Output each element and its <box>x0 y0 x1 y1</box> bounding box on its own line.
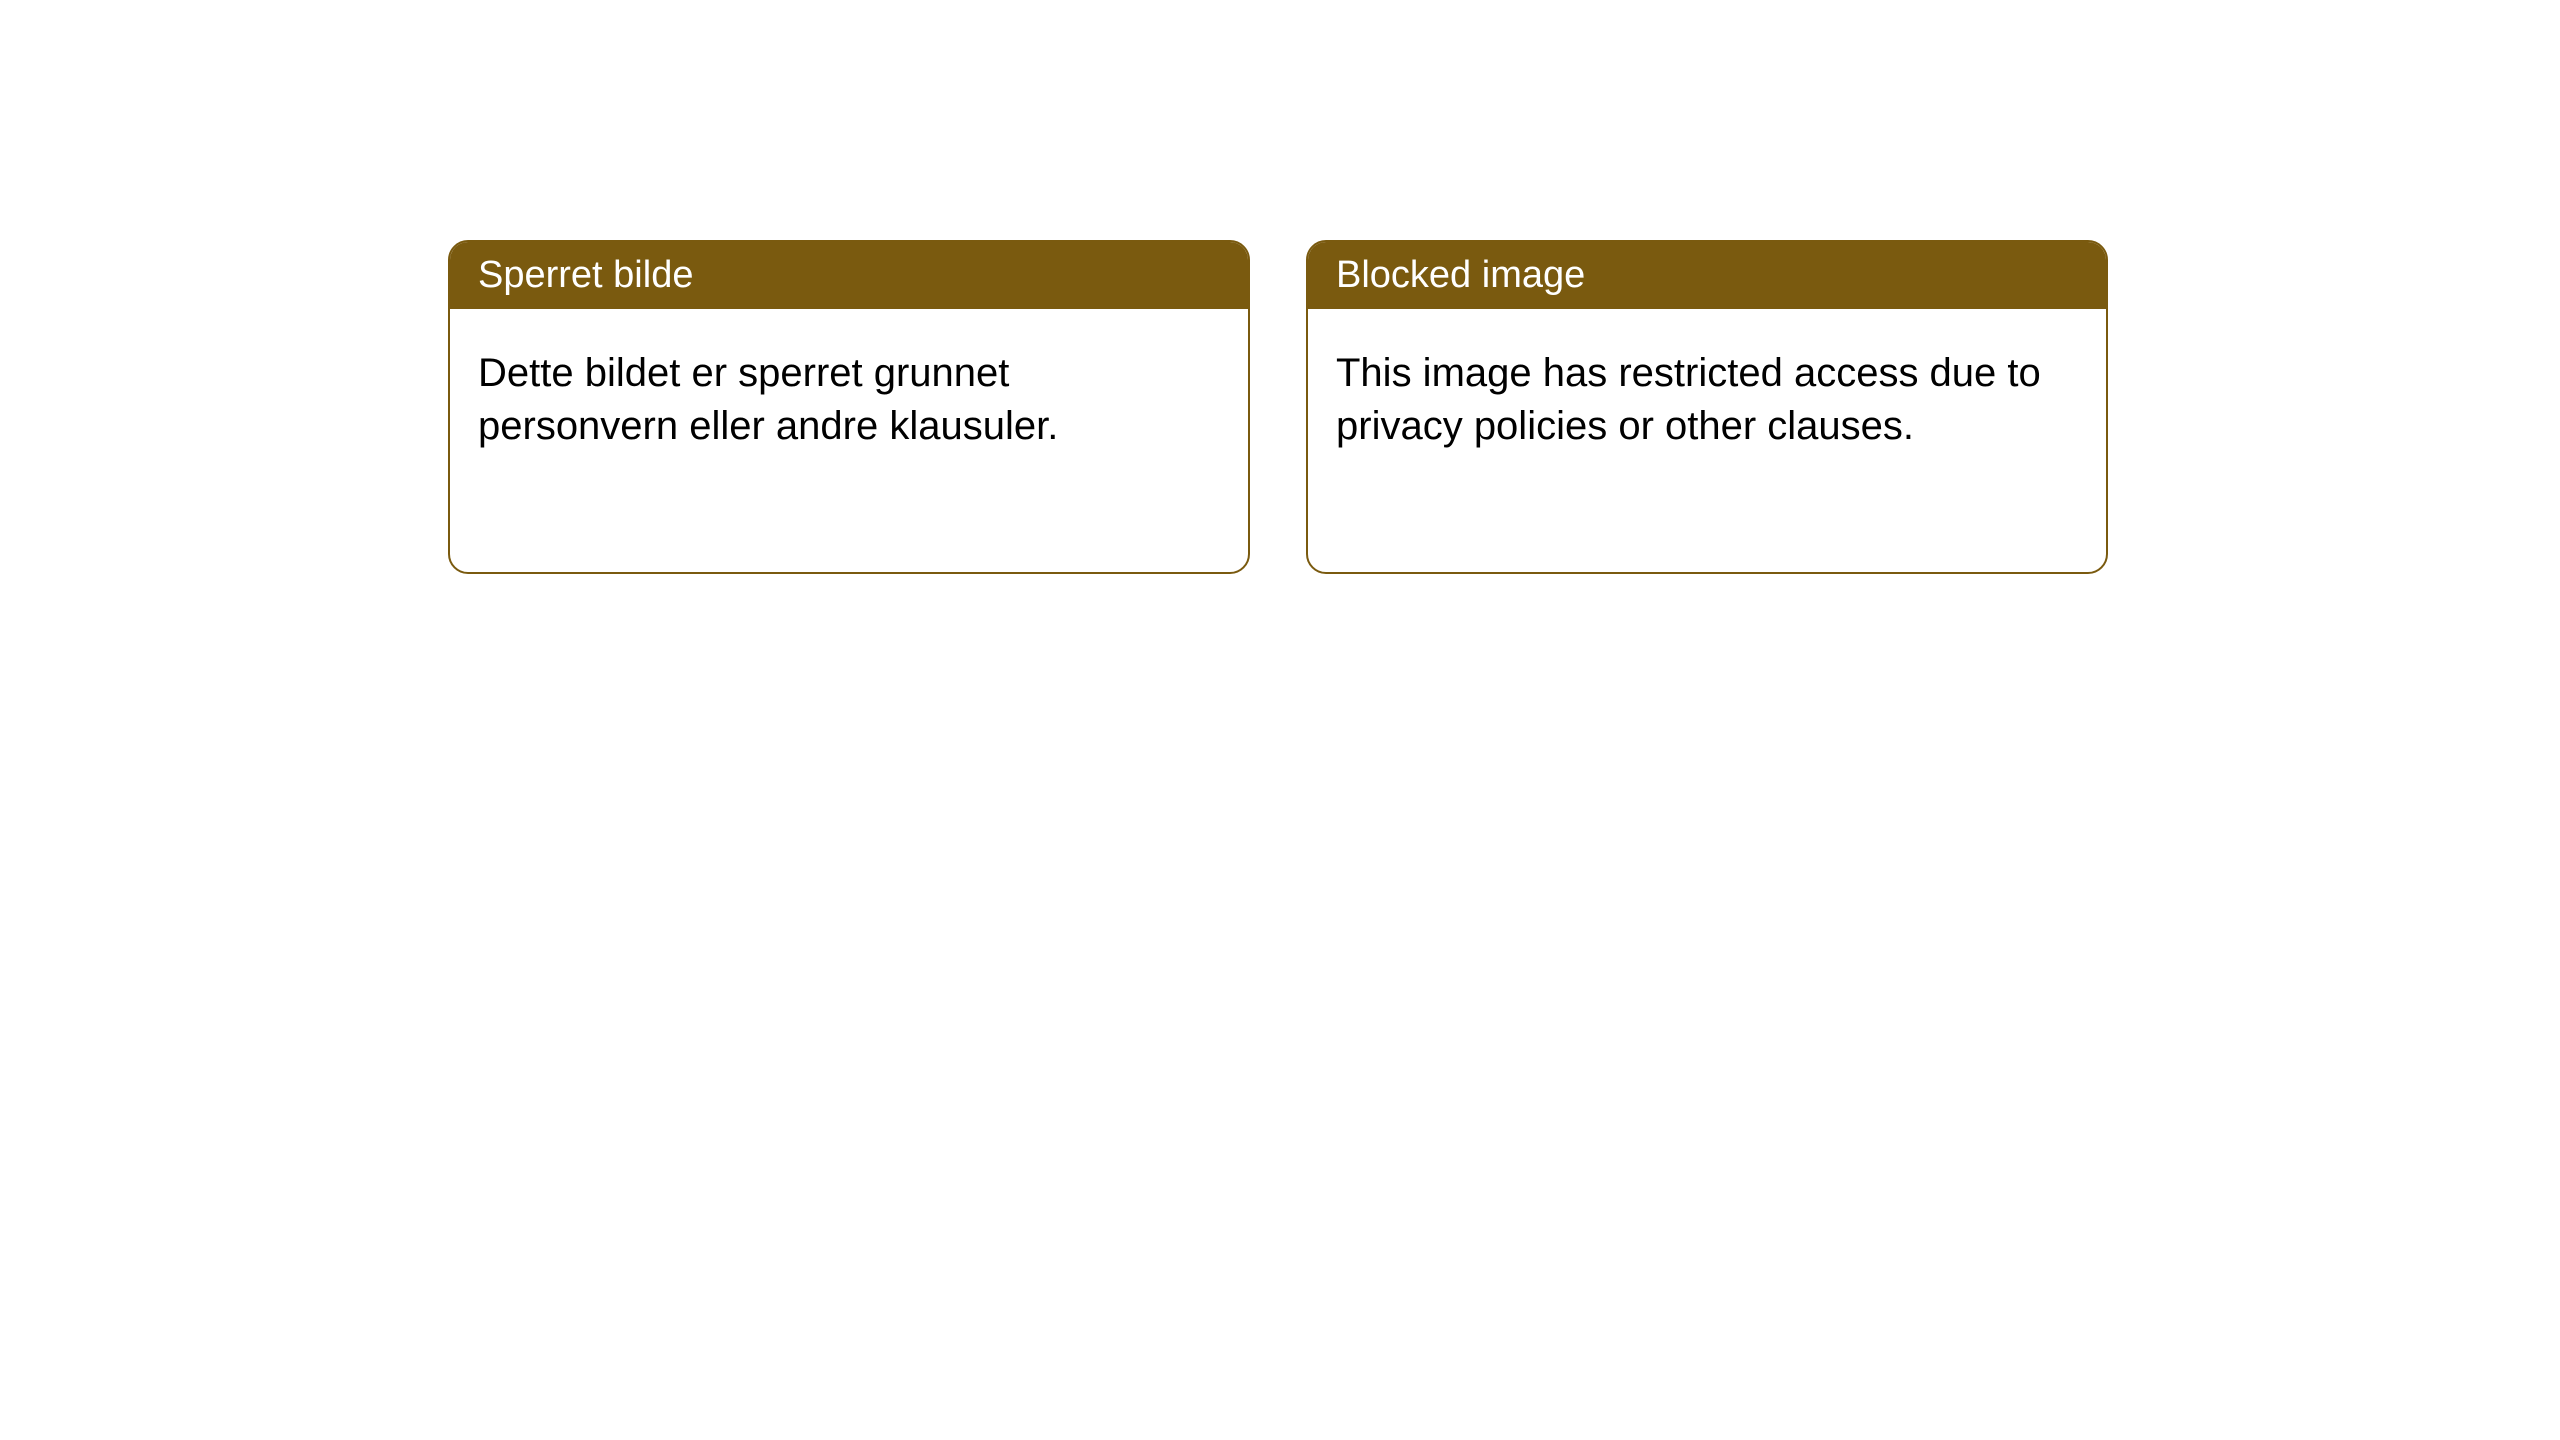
notice-card-english: Blocked image This image has restricted … <box>1306 240 2108 574</box>
notice-body: Dette bildet er sperret grunnet personve… <box>450 309 1248 491</box>
notice-container: Sperret bilde Dette bildet er sperret gr… <box>0 0 2560 574</box>
notice-header: Blocked image <box>1308 242 2106 309</box>
notice-header: Sperret bilde <box>450 242 1248 309</box>
notice-body: This image has restricted access due to … <box>1308 309 2106 491</box>
notice-card-norwegian: Sperret bilde Dette bildet er sperret gr… <box>448 240 1250 574</box>
